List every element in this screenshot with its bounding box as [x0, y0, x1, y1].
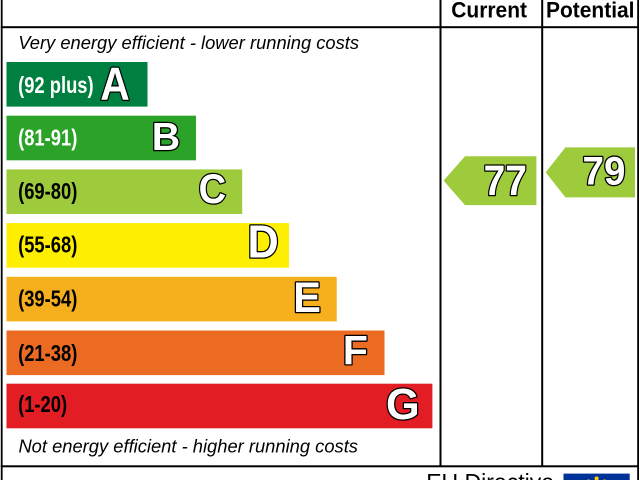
svg-text:(21-38): (21-38) [18, 341, 77, 366]
svg-text:(1-20): (1-20) [18, 392, 67, 417]
svg-text:77: 77 [484, 157, 527, 205]
svg-text:(92 plus): (92 plus) [18, 73, 94, 98]
svg-text:G: G [386, 381, 420, 429]
svg-text:D: D [248, 217, 279, 267]
svg-text:(69-80): (69-80) [18, 179, 77, 204]
svg-text:C: C [199, 167, 226, 213]
svg-text:Potential: Potential [546, 0, 635, 23]
svg-text:79: 79 [583, 150, 626, 194]
svg-text:(55-68): (55-68) [18, 233, 77, 258]
svg-text:Very energy efficient - lower: Very energy efficient - lower running co… [18, 32, 359, 53]
svg-text:Not energy efficient - higher: Not energy efficient - higher running co… [18, 436, 358, 457]
svg-text:(39-54): (39-54) [18, 287, 77, 312]
svg-text:Current: Current [451, 0, 527, 23]
svg-text:EU Directive: EU Directive [426, 469, 554, 480]
svg-text:F: F [343, 327, 368, 373]
svg-text:A: A [100, 59, 130, 110]
svg-text:(81-91): (81-91) [18, 126, 77, 151]
svg-text:E: E [293, 273, 321, 321]
svg-text:B: B [152, 116, 180, 159]
